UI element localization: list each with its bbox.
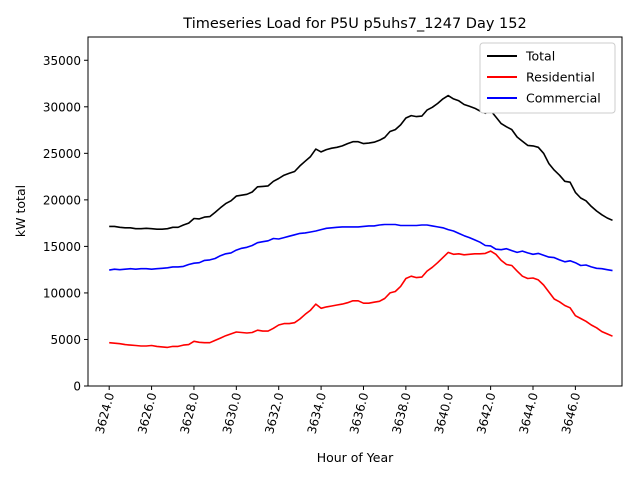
y-tick-label: 15000 [43, 240, 81, 254]
y-tick-label: 10000 [43, 286, 81, 300]
x-tick-label: 3626.0 [135, 391, 159, 435]
y-tick-label: 20000 [43, 193, 81, 207]
series-lines [109, 94, 613, 349]
legend-items: Total Residential Commercial [487, 49, 601, 106]
y-tick-label: 0 [73, 380, 81, 394]
y-tick-label: 35000 [43, 54, 81, 68]
y-tick-label: 25000 [43, 147, 81, 161]
legend-box [479, 42, 616, 114]
plot-frame [87, 36, 623, 387]
series-line-total [109, 94, 613, 230]
x-tick-label: 3644.0 [517, 391, 541, 435]
x-tick-label: 3646.0 [559, 391, 583, 435]
y-axis: 0 5000 10000 15000 20000 25000 30000 35000 [43, 54, 88, 394]
y-axis-label: kW total [13, 185, 28, 237]
x-tick-label: 3642.0 [474, 391, 498, 435]
y-tick-label: 30000 [43, 100, 81, 114]
x-tick-label: 3634.0 [305, 391, 329, 435]
x-tick-label: 3624.0 [93, 391, 117, 435]
x-tick-label: 3632.0 [262, 391, 286, 435]
x-axis: 3624.0 3626.0 3628.0 3630.0 3632.0 3634.0 3636… [93, 386, 583, 435]
x-tick-label: 3636.0 [347, 391, 371, 435]
legend-label-residential: Residential [526, 70, 595, 85]
x-tick-label: 3640.0 [432, 391, 456, 435]
legend-label-commercial: Commercial [526, 91, 601, 106]
legend: Total Residential Commercial [479, 42, 616, 114]
x-axis-label: Hour of Year [317, 450, 394, 465]
chart-title: Timeseries Load for P5U p5uhs7_1247 Day … [182, 16, 526, 32]
series-line-residential [109, 250, 613, 349]
x-tick-label: 3630.0 [220, 391, 244, 435]
x-tick-label: 3638.0 [389, 391, 413, 435]
series-line-commercial [109, 223, 613, 272]
x-tick-label: 3628.0 [177, 391, 201, 435]
legend-label-total: Total [525, 49, 555, 64]
y-tick-label: 5000 [50, 333, 81, 347]
